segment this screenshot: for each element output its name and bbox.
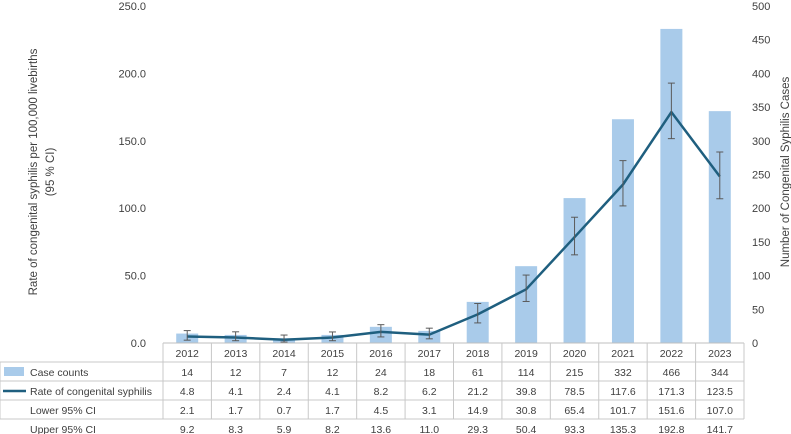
y-right-tick-label: 150 (752, 237, 770, 249)
table-cell-value: 2.1 (180, 405, 195, 417)
table-cell-value: 78.5 (564, 386, 585, 398)
table-cell-value: 21.2 (467, 386, 488, 398)
x-tick-label: 2015 (321, 348, 345, 360)
table-row-label: Rate of congenital syphilis (30, 386, 152, 398)
x-tick-label: 2019 (514, 348, 538, 360)
rate-line (187, 110, 721, 342)
table-cell-value: 14 (181, 367, 193, 379)
table-cell-value: 101.7 (610, 405, 636, 417)
y-right-tick-label: 100 (752, 271, 770, 283)
table-cell-value: 9.2 (180, 424, 195, 434)
y-right-tick-label: 400 (752, 68, 770, 80)
y-left-tick-label: 100.0 (118, 203, 146, 215)
x-tick-label: 2020 (563, 348, 587, 360)
table-cell-value: 1.7 (325, 405, 340, 417)
table-cell-value: 5.9 (277, 424, 292, 434)
table-cell-value: 4.1 (228, 386, 243, 398)
table-row-label: Case counts (30, 367, 88, 379)
x-tick-label: 2014 (272, 348, 296, 360)
table-cell-value: 4.8 (180, 386, 195, 398)
case-count-bar (515, 266, 538, 343)
table-cell-value: 18 (423, 367, 435, 379)
table-cell-value: 30.8 (516, 405, 537, 417)
y-right-axis-title: Number of Congenital Syphilis Cases (780, 77, 791, 268)
table-cell-value: 4.5 (374, 405, 389, 417)
table-cell-value: 39.8 (516, 386, 537, 398)
table-cell-value: 65.4 (564, 405, 585, 417)
table-cell-value: 6.2 (422, 386, 437, 398)
y-left-axis-title: Rate of congenital syphilis per 100,000 … (28, 48, 40, 295)
table-cell-value: 135.3 (610, 424, 636, 434)
y-left-tick-label: 150.0 (118, 136, 146, 148)
y-left-tick-label: 0.0 (131, 338, 146, 350)
legend-key-bar (4, 367, 24, 376)
table-cell-value: 114 (518, 367, 535, 379)
case-count-bar (611, 119, 634, 344)
table-cell-value: 11.0 (419, 424, 439, 434)
table-cell-value: 123.5 (707, 386, 733, 398)
y-left-axis-title-sub: (95 % CI) (45, 148, 57, 197)
table-row-label: Lower 95% CI (30, 405, 96, 417)
table-cell-value: 8.2 (374, 386, 389, 398)
y-left-tick-label: 250.0 (118, 1, 146, 13)
table-cell-value: 3.1 (422, 405, 437, 417)
table-cell-value: 141.7 (707, 424, 733, 434)
y-right-tick-label: 200 (752, 203, 770, 215)
table-cell-value: 2.4 (277, 386, 292, 398)
y-right-tick-label: 300 (752, 136, 770, 148)
x-tick-label: 2021 (611, 348, 635, 360)
table-cell-value: 12 (230, 367, 242, 379)
case-count-bar (563, 198, 586, 343)
table-cell-value: 171.3 (658, 386, 684, 398)
y-right-tick-label: 50 (752, 304, 764, 316)
table-cell-value: 14.9 (467, 405, 488, 417)
y-left-tick-label: 50.0 (125, 271, 146, 283)
table-row-label: Upper 95% CI (30, 424, 96, 434)
table-cell-value: 13.6 (371, 424, 392, 434)
table-cell-value: 4.1 (325, 386, 340, 398)
y-right-tick-label: 350 (752, 102, 770, 114)
table-cell-value: 7 (281, 367, 287, 379)
x-tick-label: 2012 (176, 348, 200, 360)
table-cell-value: 0.7 (277, 405, 292, 417)
table-cell-value: 151.6 (658, 405, 684, 417)
table-cell-value: 466 (663, 367, 681, 379)
table-cell-value: 332 (614, 367, 632, 379)
table-cell-value: 344 (711, 367, 729, 379)
case-count-bar (660, 28, 683, 343)
table-cell-value: 24 (375, 367, 387, 379)
table-cell-value: 1.7 (228, 405, 243, 417)
table-cell-value: 215 (566, 367, 584, 379)
x-tick-label: 2013 (224, 348, 248, 360)
x-tick-label: 2016 (369, 348, 393, 360)
table-cell-value: 50.4 (516, 424, 537, 434)
table-cell-value: 8.3 (228, 424, 243, 434)
case-count-bar (708, 111, 731, 343)
y-right-tick-label: 500 (752, 1, 770, 13)
y-right-tick-label: 0 (752, 338, 758, 350)
y-left-tick-label: 200.0 (118, 68, 146, 80)
table-cell-value: 61 (472, 367, 484, 379)
x-tick-label: 2023 (708, 348, 732, 360)
x-tick-label: 2017 (418, 348, 442, 360)
y-right-tick-label: 250 (752, 170, 770, 182)
table-cell-value: 29.3 (467, 424, 488, 434)
table-cell-value: 8.2 (325, 424, 340, 434)
x-tick-label: 2022 (660, 348, 684, 360)
table-cell-value: 12 (327, 367, 339, 379)
table-cell-value: 117.6 (610, 386, 636, 398)
table-cell-value: 93.3 (564, 424, 585, 434)
table-cell-value: 107.0 (707, 405, 733, 417)
y-right-tick-label: 450 (752, 35, 770, 47)
x-tick-label: 2018 (466, 348, 490, 360)
table-cell-value: 192.8 (658, 424, 684, 434)
